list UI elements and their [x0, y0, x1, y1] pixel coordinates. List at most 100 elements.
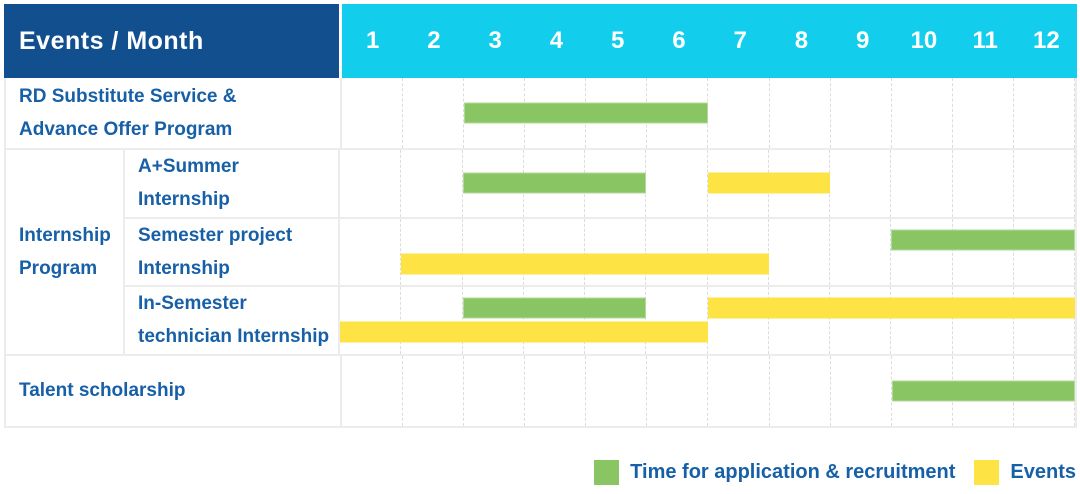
- row-label: RD Substitute Service & Advance Offer Pro…: [6, 78, 342, 148]
- month-cell: [953, 287, 1014, 354]
- table-header-row: Events / Month 1 2 3 4 5 6 7 8 9 10 11 12: [4, 4, 1077, 78]
- month-cell: [585, 218, 647, 285]
- table-row: RD Substitute Service & Advance Offer Pro…: [6, 78, 1075, 148]
- group-label: Internship Program: [6, 150, 125, 354]
- gantt-bar-events: [401, 253, 769, 275]
- legend-item-recruitment: Time for application & recruitment: [594, 459, 956, 485]
- month-cell: [830, 287, 892, 354]
- row-label-line: Internship: [138, 189, 230, 211]
- group-label-line: Program: [19, 257, 98, 279]
- month-header-10: 10: [910, 27, 938, 54]
- month-cell: [891, 150, 953, 217]
- month-cell: [463, 218, 524, 285]
- row-label: Semester project Internship: [125, 218, 340, 285]
- month-cell: [892, 78, 953, 148]
- month-cell: [1014, 78, 1075, 148]
- month-cell: [830, 150, 892, 217]
- month-header-6: 6: [672, 27, 686, 54]
- month-cell: [401, 287, 463, 354]
- row-label-line: Semester project: [138, 224, 293, 246]
- row-group: Internship Program A+Summer Internship Semes…: [6, 148, 1075, 354]
- legend-item-events: Events: [974, 459, 1076, 485]
- month-cell: [646, 287, 708, 354]
- gantt-bar-recruitment: [891, 380, 1075, 401]
- table-row: A+Summer Internship: [125, 150, 1075, 217]
- month-cell: [770, 78, 831, 148]
- month-cell: [953, 218, 1014, 285]
- month-header-11: 11: [972, 27, 998, 54]
- month-axis: 1 2 3 4 5 6 7 8 9 10 11 12: [342, 4, 1077, 78]
- row-label: In-Semester technician Internship: [125, 287, 340, 354]
- gantt-bar-recruitment: [464, 102, 709, 124]
- month-cell: [403, 78, 465, 148]
- group-label-line: Internship: [19, 224, 111, 246]
- legend: Time for application & recruitment Events: [0, 450, 1077, 494]
- gantt-bar-recruitment: [891, 229, 1075, 251]
- row-label-line: Talent scholarship: [19, 379, 186, 401]
- recruitment-swatch-icon: [594, 459, 620, 485]
- month-cell: [891, 218, 953, 285]
- group-rows: A+Summer Internship Semester project Intern…: [125, 150, 1075, 354]
- row-label-line: In-Semester: [138, 293, 247, 314]
- month-cell: [708, 218, 769, 285]
- gantt-bar-recruitment: [462, 297, 647, 319]
- month-cell: [340, 150, 402, 217]
- month-cell: [831, 355, 892, 426]
- month-cell: [891, 287, 953, 354]
- month-header-4: 4: [549, 27, 564, 54]
- gantt-bar-recruitment: [462, 172, 647, 194]
- month-cell: [525, 355, 587, 426]
- gantt-track: [342, 355, 1075, 426]
- gantt-bar-events: [707, 172, 830, 194]
- gantt-track: [342, 78, 1075, 148]
- row-label: Talent scholarship: [6, 355, 342, 426]
- month-header-3: 3: [488, 27, 502, 54]
- month-cell: [1014, 150, 1075, 217]
- gantt-track: [340, 287, 1075, 354]
- month-cell: [1014, 287, 1075, 354]
- month-cell: [586, 355, 648, 426]
- month-cell: [401, 218, 463, 285]
- row-label-line: technician Internship: [138, 326, 330, 348]
- month-cell: [831, 78, 892, 148]
- month-header-12: 12: [1033, 27, 1060, 54]
- table-row: Semester project Internship: [125, 216, 1075, 285]
- row-block: RD Substitute Service & Advance Offer Pro…: [6, 78, 1075, 148]
- month-cell: [646, 218, 708, 285]
- month-header-8: 8: [794, 27, 809, 54]
- month-cell: [342, 78, 404, 148]
- month-cell: [647, 355, 709, 426]
- month-cell: [770, 355, 831, 426]
- gantt-bar-events: [340, 321, 708, 343]
- legend-label: Time for application & recruitment: [630, 460, 956, 483]
- gantt-track: [340, 218, 1075, 285]
- row-label-line: Internship: [138, 257, 230, 279]
- month-header-5: 5: [610, 27, 625, 54]
- month-cell: [953, 78, 1014, 148]
- table-row: Talent scholarship: [6, 355, 1075, 426]
- month-cell: [401, 150, 463, 217]
- month-cell: [585, 287, 647, 354]
- header-title: Events / Month: [4, 4, 342, 78]
- month-cell: [646, 150, 708, 217]
- month-cell: [769, 218, 830, 285]
- table-row: In-Semester technician Internship: [125, 285, 1075, 354]
- month-cell: [769, 287, 830, 354]
- month-cell: [403, 355, 465, 426]
- events-swatch-icon: [974, 459, 1000, 485]
- month-header-1: 1: [365, 27, 380, 54]
- month-cell: [340, 287, 402, 354]
- row-label-line: Advance Offer Program: [19, 119, 233, 140]
- row-label: A+Summer Internship: [125, 150, 340, 217]
- gantt-bar-events: [707, 297, 1075, 319]
- month-cell: [340, 218, 402, 285]
- month-header-2: 2: [427, 27, 441, 54]
- month-cell: [708, 355, 770, 426]
- row-label-line: RD Substitute Service &: [19, 85, 237, 107]
- month-cell: [464, 355, 526, 426]
- month-cell: [708, 78, 770, 148]
- legend-label: Events: [1010, 460, 1076, 483]
- month-cell: [524, 218, 585, 285]
- gantt-track: [340, 150, 1075, 217]
